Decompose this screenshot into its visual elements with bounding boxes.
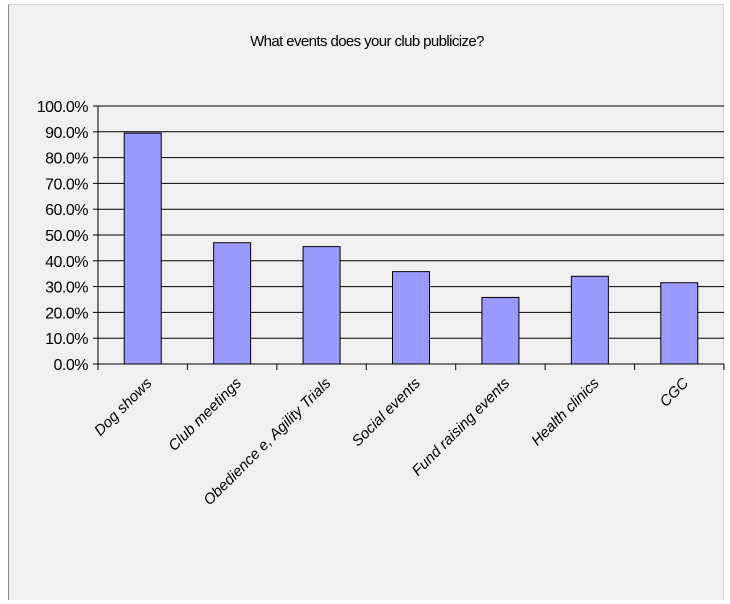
bar: [481, 296, 520, 365]
x-tick-label: Club meetings: [165, 374, 245, 454]
chart-title: What events does your club publicize?: [250, 33, 484, 50]
bar: [392, 271, 430, 365]
y-tick-label: 70.0%: [45, 176, 88, 193]
bar: [302, 246, 341, 365]
x-tick-label: CGC: [657, 375, 693, 411]
axes: [93, 105, 725, 370]
y-tick-label: 60.0%: [45, 202, 88, 219]
y-tick-label: 30.0%: [45, 280, 88, 297]
bar: [660, 282, 699, 365]
bar: [213, 242, 252, 365]
y-tick-label: 100.0%: [37, 99, 89, 116]
x-tick-label: Social events: [349, 374, 424, 449]
y-tick-label: 20.0%: [45, 305, 88, 322]
bar: [570, 275, 609, 365]
y-tick-label: 80.0%: [45, 151, 88, 168]
x-tick-label: Fund raising events: [409, 374, 514, 479]
x-tick-label: Health clinics: [528, 374, 603, 449]
bars: [123, 132, 699, 365]
y-tick-label: 0.0%: [54, 357, 89, 374]
y-tick-label: 40.0%: [45, 254, 88, 271]
x-tick-label: Dog shows: [91, 374, 156, 439]
y-tick-label: 50.0%: [45, 228, 88, 245]
bar: [123, 132, 162, 365]
y-tick-label: 10.0%: [45, 331, 88, 348]
y-tick-label: 90.0%: [45, 125, 88, 142]
y-tick-labels: 0.0% 10.0% 20.0% 30.0% 40.0% 50.0% 60.0% 70.0% 8…: [37, 99, 89, 374]
